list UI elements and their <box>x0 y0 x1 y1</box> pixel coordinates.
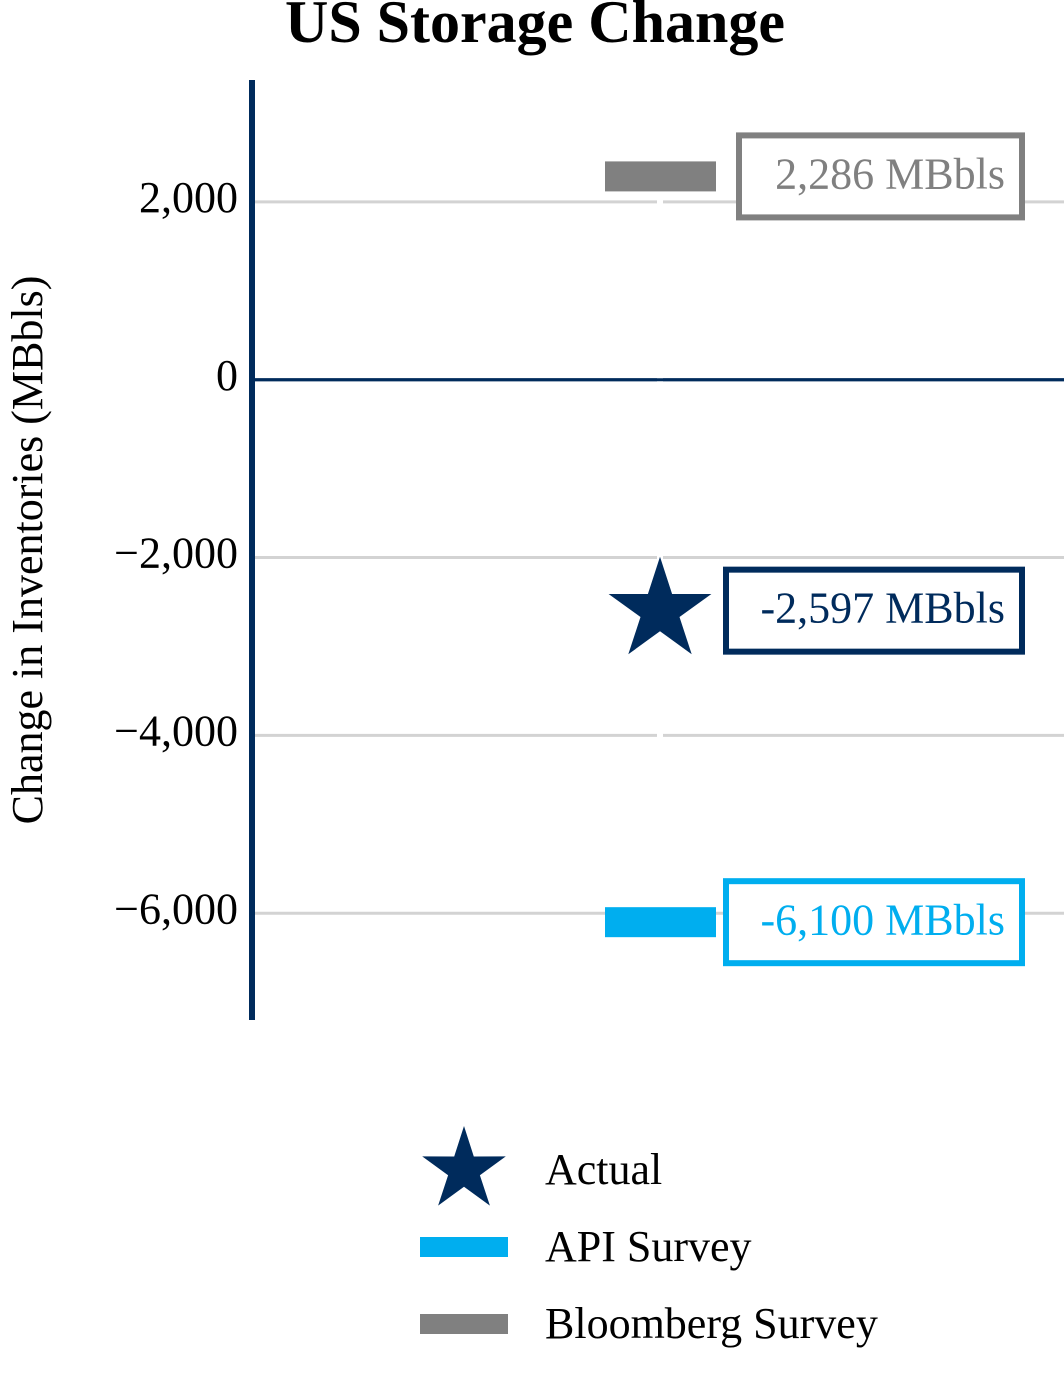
label-box <box>723 878 1025 967</box>
label-box <box>723 566 1025 655</box>
y-tick-label: −2,000 <box>114 529 238 578</box>
y-tick-label: −6,000 <box>114 884 238 933</box>
chart-title: US Storage Change <box>285 0 785 55</box>
legend-label: Actual <box>545 1145 662 1194</box>
legend-label: API Survey <box>545 1222 752 1271</box>
legend-marker <box>420 1314 508 1334</box>
survey-bar <box>605 907 716 938</box>
legend-label: Bloomberg Survey <box>545 1299 878 1348</box>
legend-marker <box>422 1126 506 1206</box>
label-box <box>736 132 1025 221</box>
value-label: -6,100 MBbls <box>761 895 1005 944</box>
y-axis-label: Change in Inventories (MBbls) <box>3 276 52 825</box>
y-tick-label: 2,000 <box>139 173 238 222</box>
value-label: 2,286 MBbls <box>775 149 1005 198</box>
y-tick-label: 0 <box>216 351 238 400</box>
star-marker <box>608 556 712 655</box>
legend-marker <box>420 1237 508 1257</box>
survey-bar <box>605 161 716 192</box>
y-tick-label: −4,000 <box>114 707 238 756</box>
value-label: -2,597 MBbls <box>761 584 1005 633</box>
